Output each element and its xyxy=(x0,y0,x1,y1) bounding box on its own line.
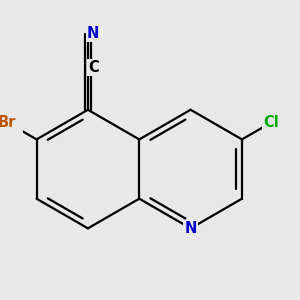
Text: Cl: Cl xyxy=(263,115,279,130)
Text: Br: Br xyxy=(0,115,16,130)
Text: C: C xyxy=(88,60,99,75)
Text: N: N xyxy=(87,26,99,41)
Text: N: N xyxy=(184,221,197,236)
